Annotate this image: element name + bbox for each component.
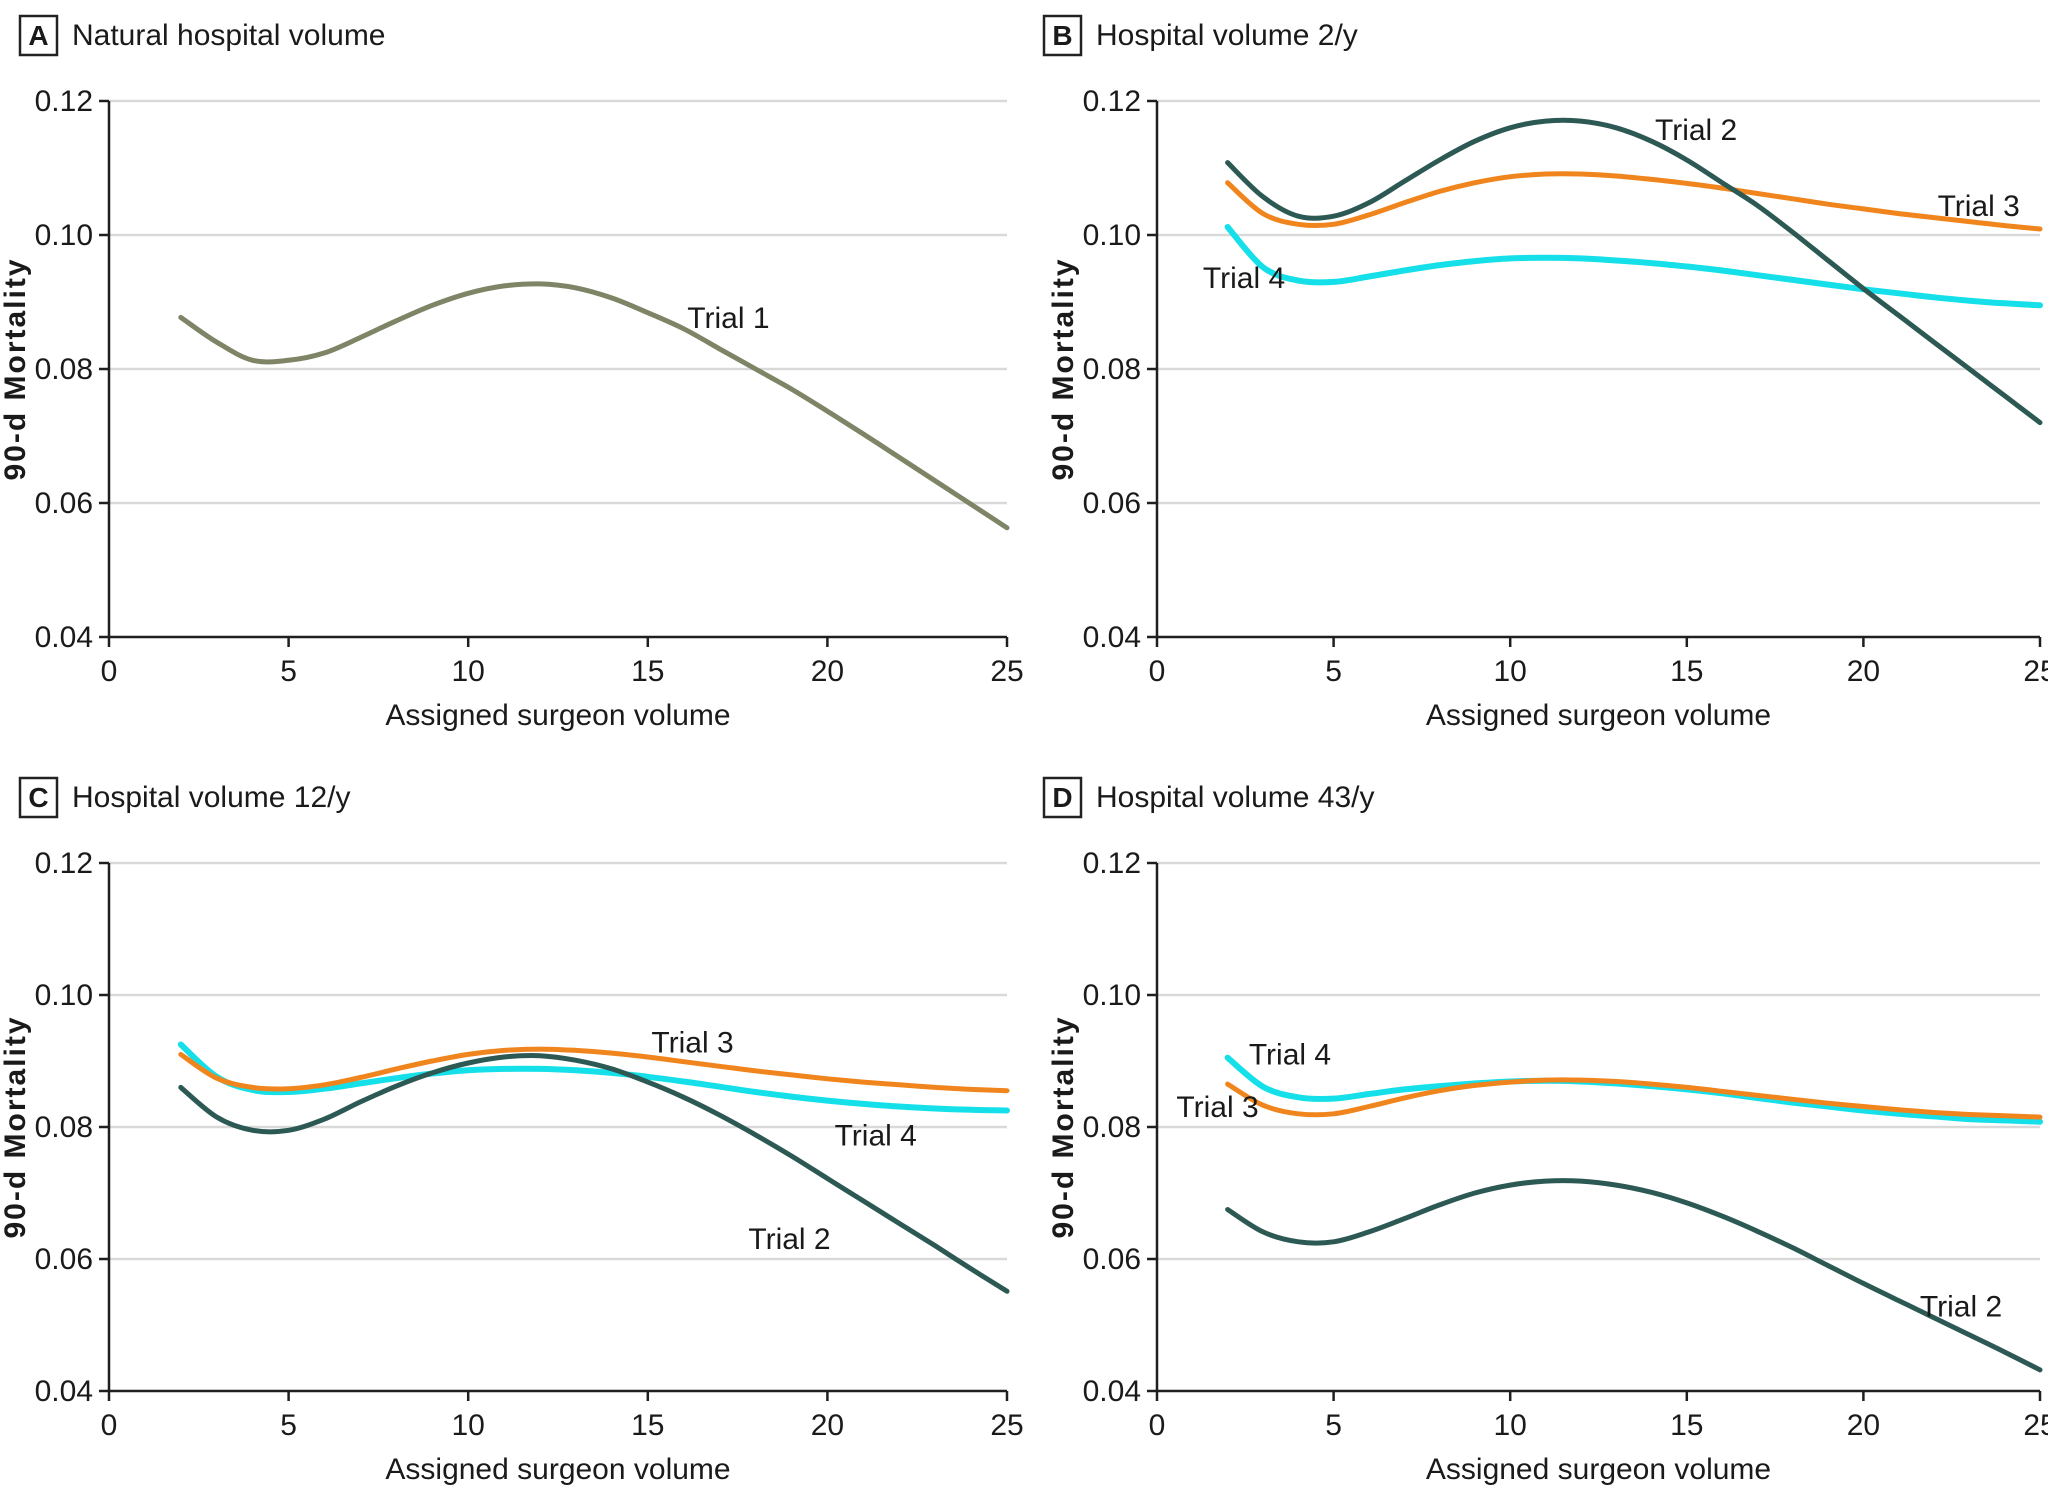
curve-trial-2 — [1225, 117, 2043, 426]
x-axis-title: Assigned surgeon volume — [385, 699, 730, 732]
curve-label-trial-4: Trial 4 — [835, 1120, 917, 1153]
y-tick-label: 0.06 — [35, 487, 93, 520]
x-tick-label: 10 — [452, 655, 485, 688]
x-tick-label: 15 — [631, 655, 664, 688]
curve-label-trial-1: Trial 1 — [687, 302, 769, 335]
x-tick-label: 10 — [452, 1409, 485, 1442]
y-tick-label: 0.04 — [1083, 1375, 1141, 1408]
y-axis-title: 90-d Mortality — [1047, 257, 1080, 480]
panel-a-natural-hospital-volume: 0.04 0.06 0.08 0.10 0.12 0 5 10 15 20 25 Assigned s… — [0, 0, 1024, 750]
x-tick-label: 25 — [990, 655, 1023, 688]
y-tick-label: 0.10 — [1083, 219, 1141, 252]
y-tick-label: 0.08 — [1083, 1111, 1141, 1144]
y-tick-label: 0.10 — [35, 979, 93, 1012]
panel-letter-box — [1042, 14, 1083, 57]
y-tick-label: 0.06 — [1083, 487, 1141, 520]
panel-letter-box — [18, 14, 59, 57]
curve-label-trial-2: Trial 2 — [1920, 1291, 2002, 1324]
panel-letter-box — [1042, 776, 1083, 819]
x-tick-label: 0 — [1149, 655, 1166, 688]
y-axis-title: 90-d Mortality — [1047, 1015, 1080, 1238]
x-tick-label: 25 — [2023, 655, 2048, 688]
x-tick-label: 15 — [631, 1409, 664, 1442]
curve-trial-3 — [1225, 1077, 2043, 1120]
chart-svg: 0.04 0.06 0.08 0.10 0.12 0 5 10 15 20 25 Assigned s… — [0, 14, 1024, 732]
x-tick-label: 15 — [1670, 655, 1703, 688]
y-tick-label: 0.08 — [35, 1111, 93, 1144]
x-tick-label: 25 — [2023, 1409, 2048, 1442]
x-tick-label: 0 — [1149, 1409, 1166, 1442]
x-tick-label: 20 — [811, 655, 844, 688]
panel-b-hospital-volume-2y: 0.04 0.06 0.08 0.10 0.12 0 5 10 15 20 25 Assigned s… — [1024, 0, 2048, 750]
x-tick-label: 25 — [990, 1409, 1023, 1442]
panel-letter: C — [28, 782, 48, 813]
x-axis-title: Assigned surgeon volume — [385, 1453, 730, 1486]
x-tick-label: 5 — [280, 655, 297, 688]
x-tick-label: 20 — [1847, 655, 1880, 688]
curve-label-trial-2: Trial 2 — [1655, 114, 1737, 147]
curve-trial-1 — [178, 281, 1010, 531]
x-tick-label: 0 — [101, 655, 118, 688]
curve-label-trial-2: Trial 2 — [748, 1223, 830, 1256]
panel-c-hospital-volume-12y: 0.04 0.06 0.08 0.10 0.12 0 5 10 15 20 25 Assigned s… — [0, 750, 1024, 1500]
panel-title: Natural hospital volume — [72, 19, 386, 52]
panel-title: Hospital volume 12/y — [72, 781, 350, 814]
curve-trial-3 — [178, 1046, 1010, 1094]
curve-label-trial-4: Trial 4 — [1249, 1038, 1331, 1071]
y-tick-label: 0.04 — [35, 1375, 93, 1408]
x-tick-label: 5 — [1325, 1409, 1342, 1442]
curve-trial-4 — [177, 1041, 1010, 1114]
panel-title: Hospital volume 2/y — [1096, 19, 1358, 52]
x-tick-label: 20 — [1847, 1409, 1880, 1442]
y-tick-label: 0.04 — [1083, 621, 1141, 654]
x-tick-label: 5 — [280, 1409, 297, 1442]
y-tick-label: 0.04 — [35, 621, 93, 654]
panel-letter: D — [1052, 782, 1072, 813]
panel-d-hospital-volume-43y: 0.04 0.06 0.08 0.10 0.12 0 5 10 15 20 25 Assigned s… — [1024, 750, 2048, 1500]
panel-letter: B — [1052, 20, 1072, 51]
curve-label-trial-3: Trial 3 — [651, 1027, 733, 1060]
y-tick-label: 0.08 — [1083, 353, 1141, 386]
curve-trial-3 — [1225, 171, 2043, 232]
x-axis-title: Assigned surgeon volume — [1426, 1453, 1771, 1486]
curve-trial-4 — [1224, 224, 2043, 309]
y-tick-label: 0.08 — [35, 353, 93, 386]
y-tick-label: 0.10 — [35, 219, 93, 252]
x-tick-label: 10 — [1494, 1409, 1527, 1442]
x-tick-label: 0 — [101, 1409, 118, 1442]
y-tick-label: 0.10 — [1083, 979, 1141, 1012]
curve-trial-2 — [178, 1053, 1010, 1294]
x-tick-label: 10 — [1494, 655, 1527, 688]
x-axis-title: Assigned surgeon volume — [1426, 699, 1771, 732]
y-axis-title: 90-d Mortality — [0, 257, 32, 480]
x-tick-label: 5 — [1325, 655, 1342, 688]
y-tick-label: 0.12 — [1083, 85, 1141, 118]
curve-label-trial-4: Trial 4 — [1203, 262, 1285, 295]
y-tick-label: 0.06 — [35, 1243, 93, 1276]
y-tick-label: 0.12 — [35, 85, 93, 118]
panel-letter: A — [28, 20, 48, 51]
panel-title: Hospital volume 43/y — [1096, 781, 1374, 814]
chart-svg: 0.04 0.06 0.08 0.10 0.12 0 5 10 15 20 25 Assigned s… — [1042, 776, 2048, 1486]
panel-letter-box — [18, 776, 59, 819]
chart-svg: 0.04 0.06 0.08 0.10 0.12 0 5 10 15 20 25 Assigned s… — [0, 776, 1024, 1486]
y-tick-label: 0.06 — [1083, 1243, 1141, 1276]
x-tick-label: 20 — [811, 1409, 844, 1442]
chart-svg: 0.04 0.06 0.08 0.10 0.12 0 5 10 15 20 25 Assigned s… — [1042, 14, 2048, 732]
y-tick-label: 0.12 — [1083, 847, 1141, 880]
curve-label-trial-3: Trial 3 — [1176, 1091, 1258, 1124]
curve-trial-2 — [1225, 1178, 2043, 1373]
y-tick-label: 0.12 — [35, 847, 93, 880]
y-axis-title: 90-d Mortality — [0, 1015, 32, 1238]
x-tick-label: 15 — [1670, 1409, 1703, 1442]
curve-label-trial-3: Trial 3 — [1938, 190, 2020, 223]
